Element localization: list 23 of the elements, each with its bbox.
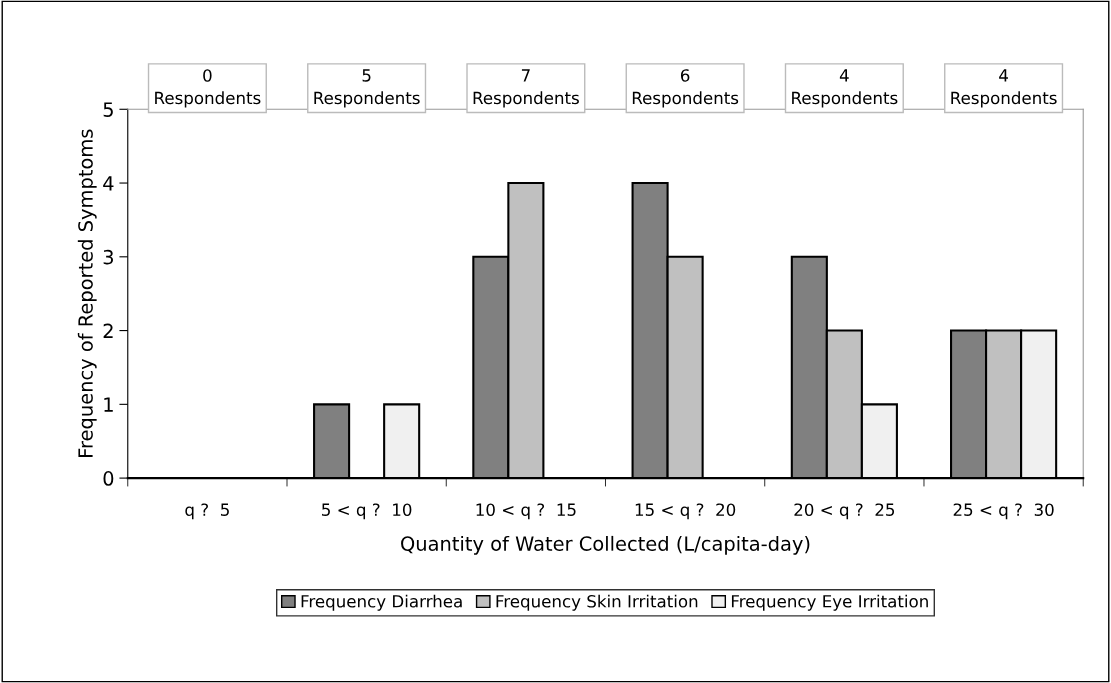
y-tick-label: 5 [103, 102, 113, 117]
x-tick-label: 15 < q ? 20 [635, 503, 736, 520]
y-tick-label: 1 [104, 397, 113, 412]
legend-label: Frequency Diarrhea [301, 594, 462, 611]
text: 6 Respondents [632, 69, 739, 108]
legend-label: Frequency Eye Irritation [731, 594, 928, 611]
x-tick-label: 25 < q ? 30 [953, 503, 1054, 520]
x-tick-label: 10 < q ? 15 [476, 503, 576, 520]
text: 7 Respondents [473, 69, 579, 108]
y-tick-label: 0 [103, 471, 114, 486]
text: 4 Respondents [792, 69, 898, 108]
y-axis-title: Frequency of Reported Symptoms [77, 129, 97, 457]
y-tick-label: 3 [103, 249, 114, 265]
y-tick-label: 4 [103, 176, 114, 191]
x-tick-label: 5 < q ? 10 [322, 503, 412, 520]
text: 0 Respondents [155, 69, 261, 108]
x-tick-label: q ? 5 [185, 503, 229, 520]
text: 5 Respondents [314, 69, 420, 108]
legend-label: Frequency Skin Irritation [496, 594, 698, 611]
y-tick-label: 2 [103, 323, 113, 338]
x-tick-label: 20 < q ? 25 [794, 503, 895, 520]
text: 4 Respondents [951, 69, 1057, 108]
x-axis-title: Quantity of Water Collected (L/capita-day) [401, 535, 810, 555]
